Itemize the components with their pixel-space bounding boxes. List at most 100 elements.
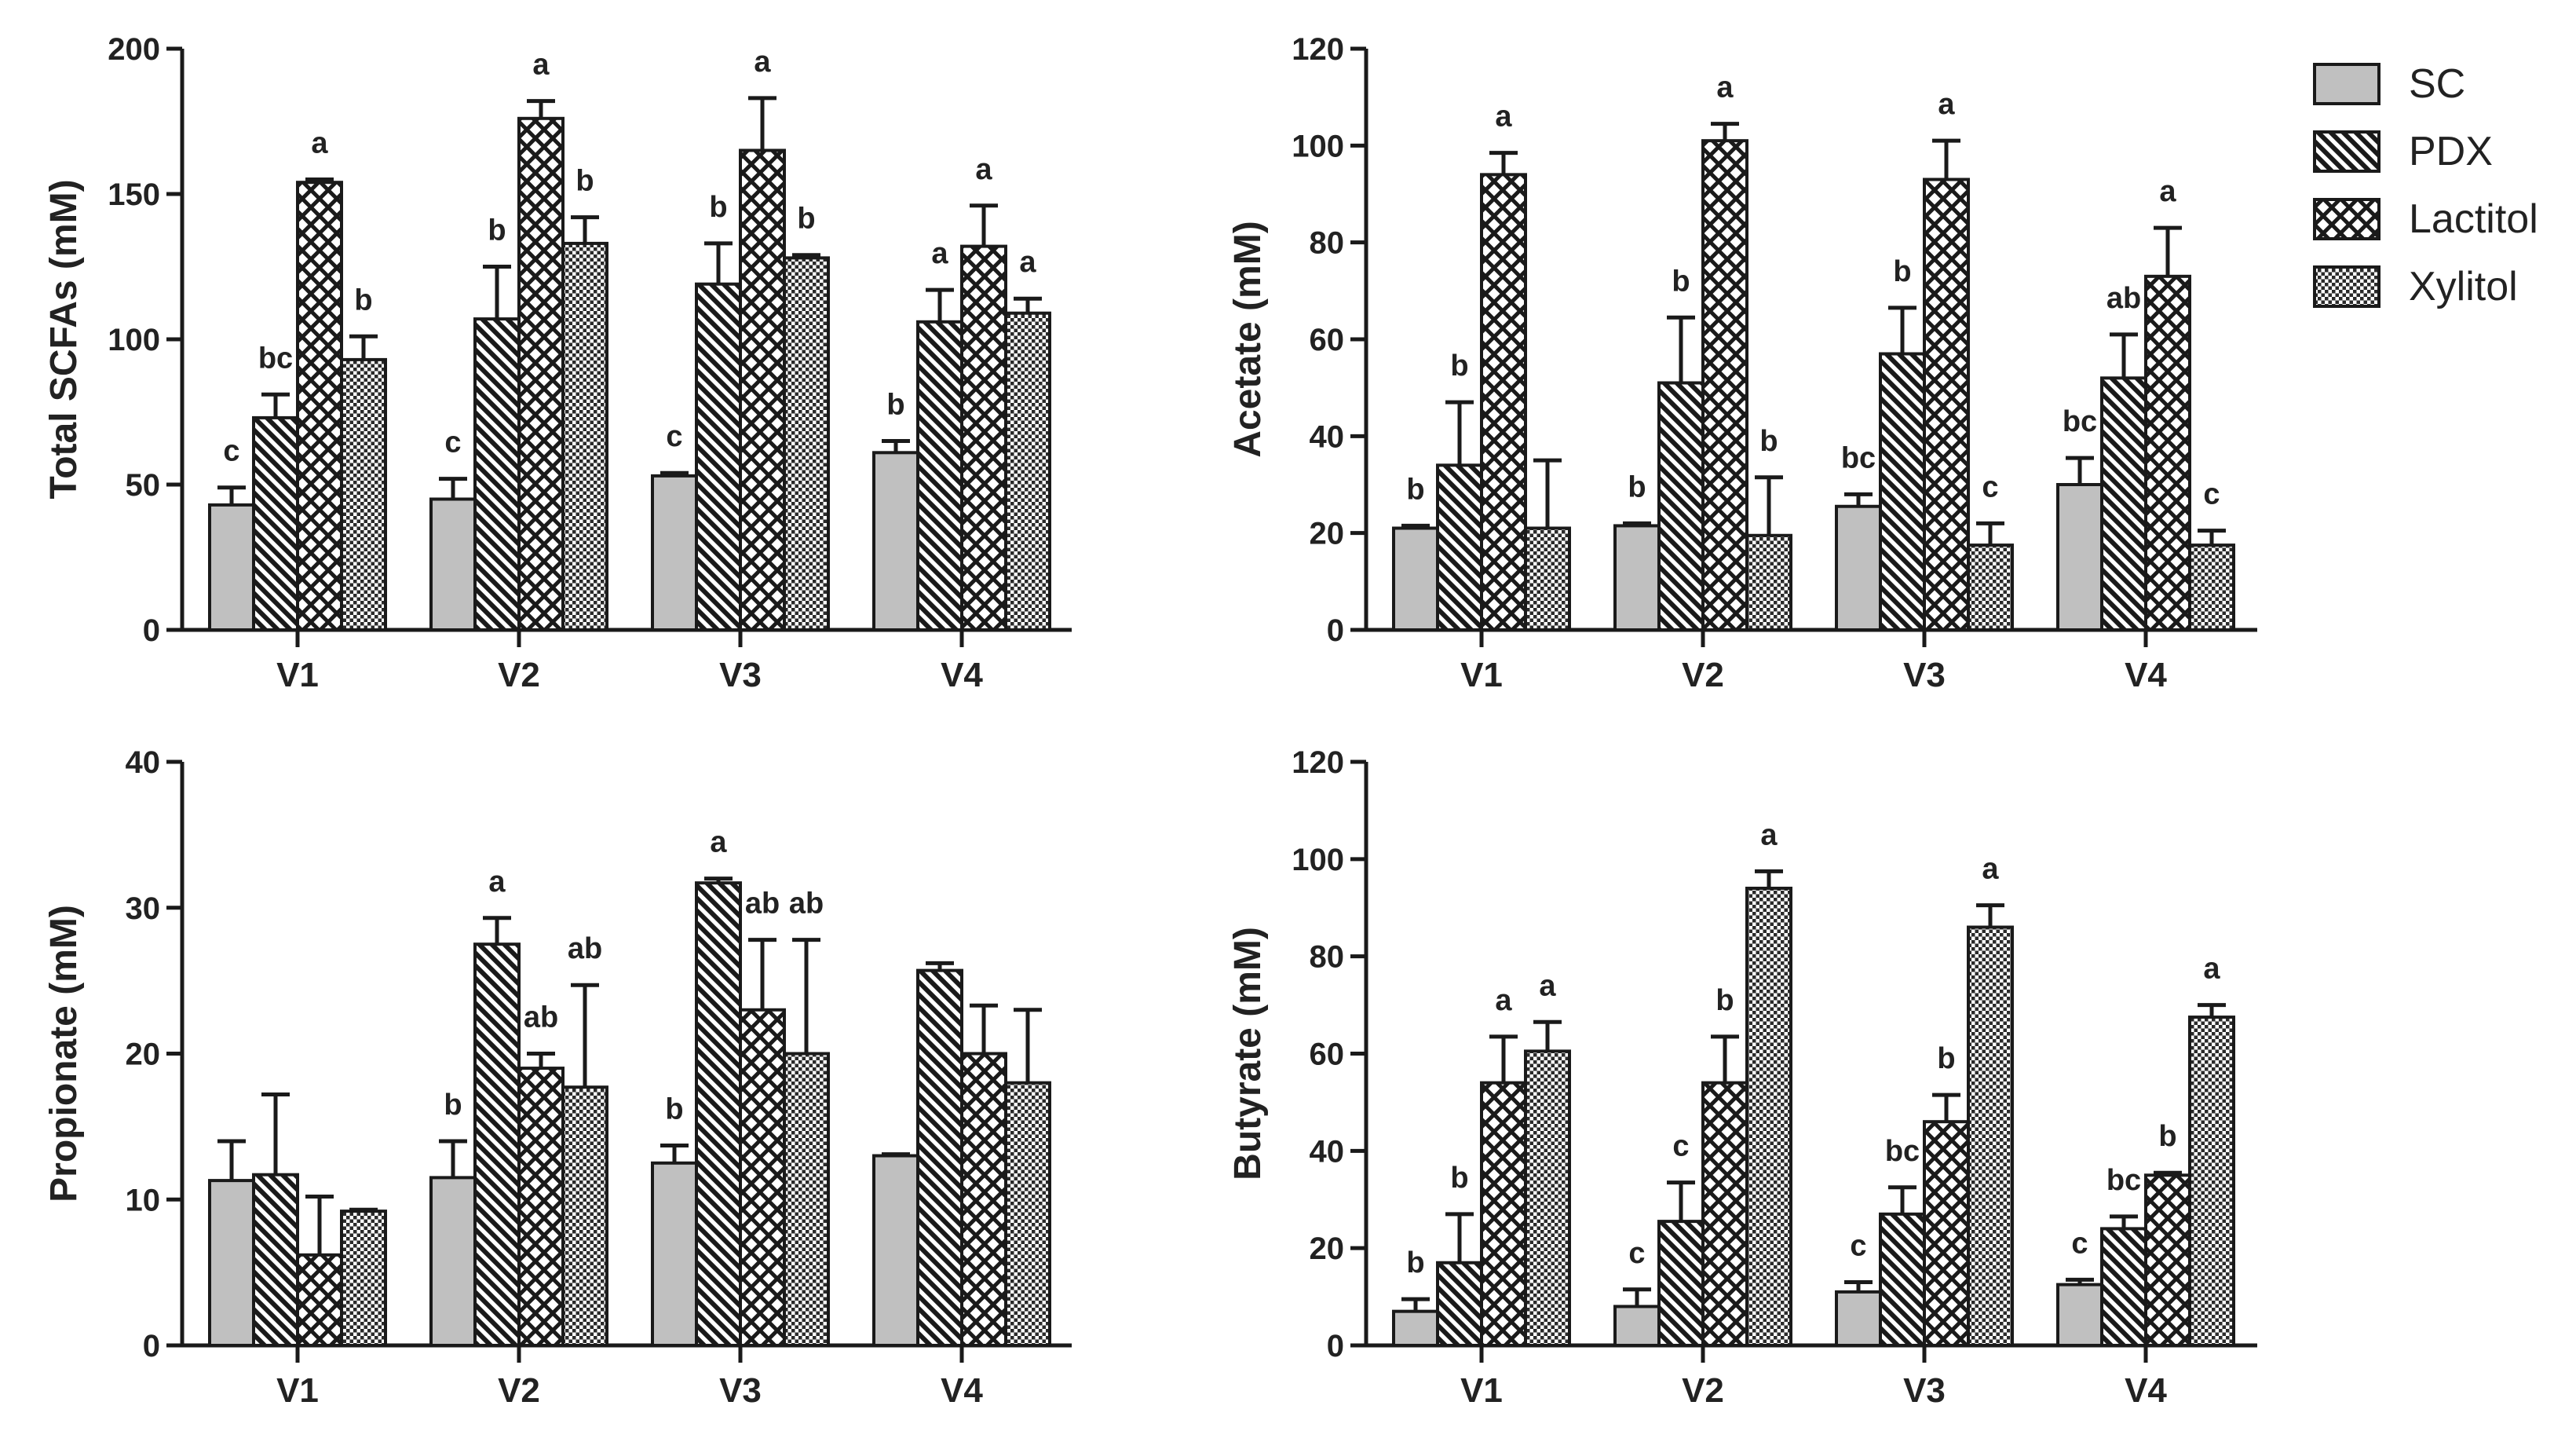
bar-xylitol xyxy=(1524,526,1571,631)
x-tick-label: V1 xyxy=(1460,656,1503,694)
y-tick-label: 20 xyxy=(126,1038,161,1072)
bar-xylitol xyxy=(1004,1081,1051,1348)
significance-letter: a xyxy=(2203,953,2220,986)
x-tick-label: V2 xyxy=(1682,1371,1724,1410)
significance-letter: bc xyxy=(2063,405,2097,438)
bar-sc xyxy=(2056,1283,2103,1347)
significance-letter: c xyxy=(1850,1230,1866,1263)
significance-letter: ab xyxy=(568,932,602,965)
y-tick-label: 40 xyxy=(126,745,161,780)
bar-pdx xyxy=(473,942,521,1347)
significance-letter: bc xyxy=(2106,1164,2141,1197)
significance-letter: b xyxy=(665,1093,683,1126)
bar-lactitol xyxy=(1923,1120,1970,1348)
bar-pdx xyxy=(695,282,742,631)
x-tick-label: V4 xyxy=(2125,656,2167,694)
significance-letter: b xyxy=(1672,265,1690,298)
bar-lactitol xyxy=(517,1067,565,1347)
significance-letter: b xyxy=(2158,1120,2176,1153)
bar-xylitol xyxy=(2188,1016,2235,1347)
significance-letter: b xyxy=(444,1089,462,1122)
bar-lactitol xyxy=(1923,178,1970,631)
significance-letter: a xyxy=(931,237,948,270)
bar-lactitol xyxy=(2144,274,2191,631)
bar-lactitol xyxy=(296,181,343,631)
bar-sc xyxy=(872,1154,919,1348)
significance-letter: a xyxy=(311,127,328,160)
y-tick-label: 120 xyxy=(1292,745,1344,780)
significance-letter: ab xyxy=(745,888,780,920)
significance-letter: c xyxy=(1628,1237,1645,1270)
significance-letter: c xyxy=(2071,1227,2088,1260)
bar-sc xyxy=(429,1176,477,1347)
significance-letter: a xyxy=(975,153,992,186)
significance-letter: b xyxy=(1716,984,1734,1017)
y-tick-label: 0 xyxy=(143,1329,160,1363)
x-tick-label: V2 xyxy=(498,1371,540,1410)
significance-letter: b xyxy=(1937,1042,1955,1075)
legend-label: SC xyxy=(2409,61,2465,107)
y-tick-label: 50 xyxy=(126,468,161,503)
bar-pdx xyxy=(1879,352,1926,631)
significance-letter: a xyxy=(1982,853,1999,886)
significance-letter: bc xyxy=(1841,441,1876,474)
legend-label: Xylitol xyxy=(2409,264,2518,309)
bar-pdx xyxy=(473,317,521,631)
significance-letter: c xyxy=(2203,478,2220,511)
bar-pdx xyxy=(1436,463,1483,631)
bar-sc xyxy=(2056,483,2103,631)
legend-swatch-pdx xyxy=(2313,130,2381,173)
x-tick-label: V1 xyxy=(1460,1371,1503,1410)
significance-letter: b xyxy=(709,191,727,224)
significance-letter: b xyxy=(1406,473,1424,506)
y-tick-label: 0 xyxy=(1327,613,1344,648)
bar-sc xyxy=(208,1179,255,1348)
bar-lactitol xyxy=(960,1052,1007,1347)
y-tick-label: 30 xyxy=(126,891,161,926)
legend-label: Lactitol xyxy=(2409,196,2538,242)
significance-letter: b xyxy=(1450,350,1468,382)
bar-pdx xyxy=(252,415,299,632)
bar-pdx xyxy=(695,881,742,1347)
bar-pdx xyxy=(1657,1220,1705,1348)
legend-swatch-sc xyxy=(2313,63,2381,105)
bar-xylitol xyxy=(340,357,387,631)
y-tick-label: 200 xyxy=(108,32,160,67)
legend-label: PDX xyxy=(2409,129,2493,174)
bar-sc xyxy=(872,451,919,631)
significance-letter: a xyxy=(710,826,727,859)
bar-xylitol xyxy=(1524,1049,1571,1347)
x-tick-label: V1 xyxy=(276,656,319,694)
bar-sc xyxy=(1392,526,1439,631)
y-tick-label: 100 xyxy=(1292,129,1344,163)
significance-letter: c xyxy=(666,420,682,453)
significance-letter: a xyxy=(1539,969,1556,1002)
bar-pdx xyxy=(252,1173,299,1347)
y-tick-label: 0 xyxy=(143,613,160,648)
y-tick-label: 100 xyxy=(1292,843,1344,877)
bar-pdx xyxy=(2100,1227,2147,1348)
significance-letter: a xyxy=(1019,246,1036,279)
bar-xylitol xyxy=(783,256,830,631)
significance-letter: c xyxy=(223,435,239,468)
x-tick-label: V1 xyxy=(276,1371,319,1410)
bar-pdx xyxy=(916,320,963,631)
significance-letter: c xyxy=(1982,470,1998,503)
y-tick-label: 150 xyxy=(108,178,160,212)
significance-letter: a xyxy=(1495,101,1512,134)
significance-letter: a xyxy=(754,46,771,79)
significance-letter: ab xyxy=(524,1001,558,1034)
y-tick-label: 60 xyxy=(1310,1038,1345,1072)
bar-pdx xyxy=(916,968,963,1348)
y-tick-label: 120 xyxy=(1292,32,1344,67)
significance-letter: bc xyxy=(258,342,293,375)
y-tick-label: 40 xyxy=(1310,419,1345,454)
significance-letter: b xyxy=(1450,1162,1468,1195)
bar-sc xyxy=(1835,504,1882,631)
y-tick-label: 60 xyxy=(1310,323,1345,357)
bar-xylitol xyxy=(561,1085,608,1348)
significance-letter: b xyxy=(1628,470,1646,503)
bar-lactitol xyxy=(296,1253,343,1347)
